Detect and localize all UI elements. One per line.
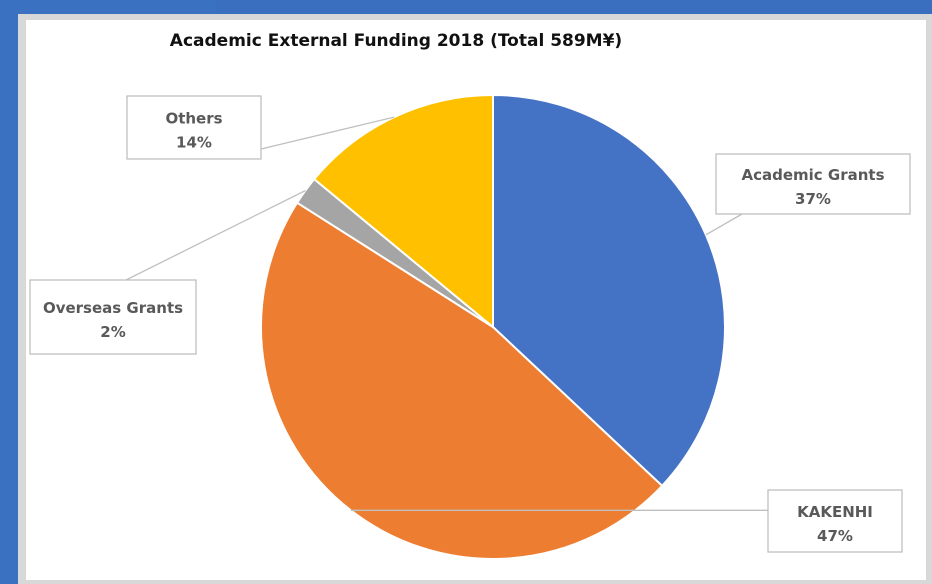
pie-slice-kakenhi — [260, 201, 664, 560]
leader-line-academic-grants — [705, 213, 743, 236]
pie-slice-others — [312, 93, 494, 330]
pie-chart: Academic External Funding 2018 (Total 58… — [29, 31, 911, 560]
leader-line-others — [260, 116, 395, 150]
pie-slice-academic-grants — [492, 93, 726, 488]
data-label-box — [126, 95, 262, 160]
slice-labels: Academic Grants 37% KAKENHI 47% Overseas Gra… — [29, 95, 911, 553]
slice-category-label: Academic Grants — [741, 166, 884, 184]
chart-panel: Academic External Funding 2018 (Total 58… — [26, 20, 926, 580]
chart-title: Academic External Funding 2018 (Total 58… — [170, 31, 622, 51]
data-label-box — [715, 153, 911, 215]
leader-lines — [125, 116, 768, 511]
slice-percent-label: 14% — [176, 134, 212, 152]
data-label-box — [29, 279, 197, 355]
slice-percent-label: 2% — [100, 323, 125, 341]
slice-percent-label: 37% — [795, 190, 831, 208]
slice-category-label: KAKENHI — [797, 503, 873, 521]
slice-category-label: Overseas Grants — [43, 299, 183, 317]
leader-line-overseas-grants — [125, 190, 306, 281]
slice-percent-label: 47% — [817, 527, 853, 545]
pie-slices — [260, 93, 726, 560]
data-label-box — [767, 489, 903, 553]
slice-category-label: Others — [165, 110, 222, 128]
